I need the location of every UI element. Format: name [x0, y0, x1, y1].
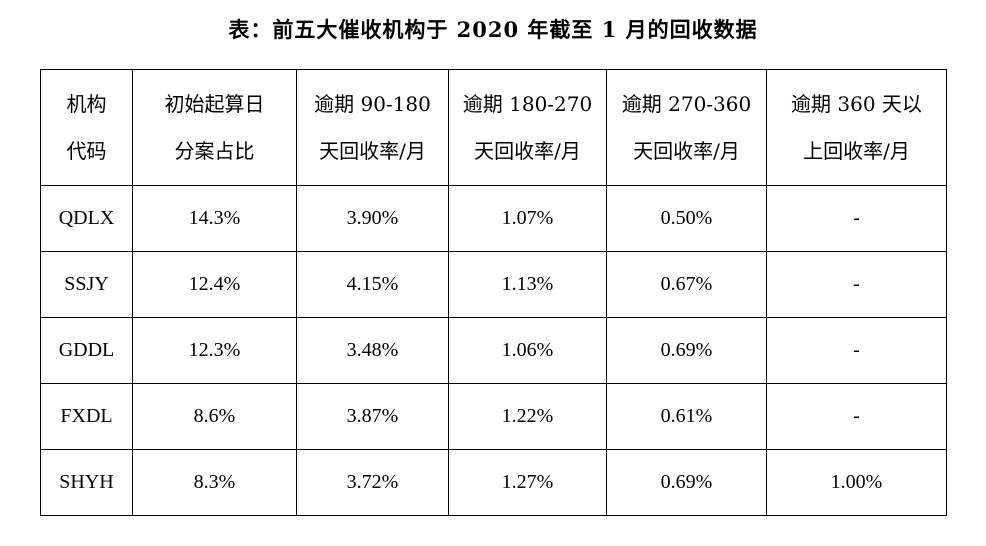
cell-rate-90-180: 3.90% — [296, 185, 449, 252]
table-row: SHYH 8.3% 3.72% 1.27% 0.69% 1.00% — [40, 449, 947, 516]
cell-rate-90-180: 3.72% — [296, 449, 449, 516]
cell-rate-360-plus: - — [766, 383, 947, 450]
table-row: QDLX 14.3% 3.90% 1.07% 0.50% - — [40, 185, 947, 252]
cell-share: 8.3% — [132, 449, 297, 516]
header-line: 天回收率/月 — [633, 138, 740, 163]
header-360-plus: 逾期 360 天以 上回收率/月 — [766, 69, 947, 186]
header-180-270: 逾期 180-270 天回收率/月 — [448, 69, 607, 186]
header-270-360: 逾期 270-360 天回收率/月 — [606, 69, 767, 186]
cell-code: FXDL — [40, 383, 133, 450]
cell-share: 14.3% — [132, 185, 297, 252]
cell-rate-270-360: 0.67% — [606, 251, 767, 318]
cell-code: QDLX — [40, 185, 133, 252]
header-institution-code: 机构 代码 — [40, 69, 133, 186]
header-90-180: 逾期 90-180 天回收率/月 — [296, 69, 449, 186]
cell-share: 8.6% — [132, 383, 297, 450]
cell-rate-90-180: 3.48% — [296, 317, 449, 384]
header-line: 逾期 270-360 — [621, 91, 752, 116]
cell-rate-270-360: 0.50% — [606, 185, 767, 252]
table-row: FXDL 8.6% 3.87% 1.22% 0.61% - — [40, 383, 947, 450]
table-title: 表：前五大催收机构于 2020 年截至 1 月的回收数据 — [228, 17, 758, 42]
cell-rate-360-plus: - — [766, 185, 947, 252]
header-line: 机构 — [66, 91, 107, 116]
cell-rate-270-360: 0.69% — [606, 317, 767, 384]
header-line: 分案占比 — [174, 138, 255, 163]
cell-rate-180-270: 1.06% — [448, 317, 607, 384]
header-line: 逾期 90-180 — [314, 91, 431, 116]
header-line: 代码 — [66, 138, 107, 163]
header-line: 逾期 360 天以 — [791, 91, 922, 116]
cell-rate-360-plus: - — [766, 317, 947, 384]
cell-code: SHYH — [40, 449, 133, 516]
header-initial-share: 初始起算日 分案占比 — [132, 69, 297, 186]
cell-rate-360-plus: 1.00% — [766, 449, 947, 516]
cell-code: GDDL — [40, 317, 133, 384]
table-header-row: 机构 代码 初始起算日 分案占比 逾期 90-180 天回收率/月 逾期 180… — [40, 69, 947, 186]
cell-rate-270-360: 0.69% — [606, 449, 767, 516]
cell-rate-180-270: 1.22% — [448, 383, 607, 450]
cell-rate-180-270: 1.13% — [448, 251, 607, 318]
cell-rate-90-180: 4.15% — [296, 251, 449, 318]
cell-rate-180-270: 1.27% — [448, 449, 607, 516]
table-row: GDDL 12.3% 3.48% 1.06% 0.69% - — [40, 317, 947, 384]
cell-rate-90-180: 3.87% — [296, 383, 449, 450]
header-line: 上回收率/月 — [803, 138, 910, 163]
cell-code: SSJY — [40, 251, 133, 318]
table-row: SSJY 12.4% 4.15% 1.13% 0.67% - — [40, 251, 947, 318]
cell-rate-360-plus: - — [766, 251, 947, 318]
cell-share: 12.4% — [132, 251, 297, 318]
cell-rate-180-270: 1.07% — [448, 185, 607, 252]
recovery-data-table: 机构 代码 初始起算日 分案占比 逾期 90-180 天回收率/月 逾期 180… — [40, 69, 947, 516]
cell-share: 12.3% — [132, 317, 297, 384]
header-line: 逾期 180-270 — [462, 91, 593, 116]
header-line: 天回收率/月 — [319, 138, 426, 163]
header-line: 天回收率/月 — [474, 138, 581, 163]
cell-rate-270-360: 0.61% — [606, 383, 767, 450]
header-line: 初始起算日 — [164, 91, 265, 116]
